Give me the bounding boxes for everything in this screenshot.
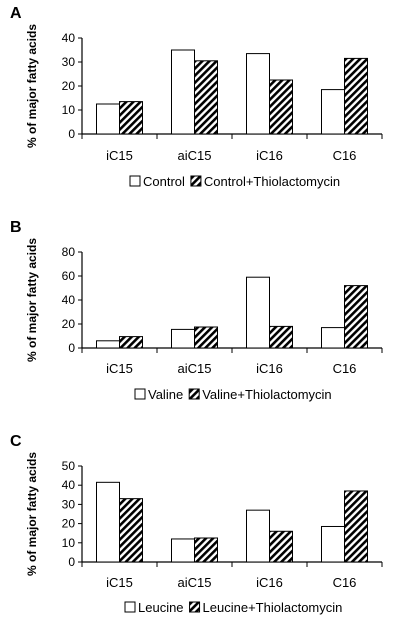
y-axis-label: % of major fatty acids	[25, 238, 39, 362]
bar-aic15-series-2	[194, 326, 218, 349]
bar-aic15-series-1	[171, 538, 195, 563]
chart-panel-c: C% of major fatty acids 0 10 20 30 40 50 iC15 ai…	[10, 433, 383, 615]
legend-label: Control+Thiolactomycin	[204, 174, 340, 189]
y-axis-label: % of major fatty acids	[25, 452, 39, 576]
panel-letter: A	[10, 5, 22, 22]
chart-panel-a: A% of major fatty acids 0 10 20 30 40 iC15 aiC1…	[10, 5, 383, 189]
bar-ic15-series-1	[96, 481, 120, 563]
legend-swatch	[129, 175, 141, 187]
bar-c16-series-1	[321, 525, 345, 563]
bar-ic16-series-1	[246, 276, 270, 349]
legend-label: Leucine+Thiolactomycin	[203, 600, 343, 615]
y-tick-label: 10	[62, 536, 76, 550]
y-tick-label: 60	[62, 269, 76, 283]
bar-ic16-series-2	[269, 79, 293, 135]
legend-swatch	[189, 601, 201, 613]
x-category-label: iC15	[106, 361, 133, 376]
y-tick-label: 50	[62, 459, 76, 473]
bar-c16-series-2	[344, 490, 368, 563]
bar-ic15-series-2	[119, 101, 143, 135]
x-category-label: iC15	[106, 575, 133, 590]
bar-c16-series-1	[321, 327, 345, 349]
bar-ic15-series-1	[96, 103, 120, 135]
y-tick-label: 10	[62, 103, 76, 117]
panel-letter: C	[10, 433, 22, 450]
bar-c16-series-2	[344, 285, 368, 349]
y-tick-label: 40	[62, 293, 76, 307]
x-category-label: iC16	[256, 361, 283, 376]
x-category-label: iC16	[256, 575, 283, 590]
bar-ic15-series-2	[119, 336, 143, 349]
y-tick-label: 0	[68, 341, 75, 355]
y-tick-label: 0	[68, 555, 75, 569]
bar-aic15-series-1	[171, 328, 195, 349]
y-tick-label: 20	[62, 517, 76, 531]
legend-label: Valine+Thiolactomycin	[202, 387, 331, 402]
bar-aic15-series-1	[171, 49, 195, 135]
x-category-label: C16	[333, 148, 357, 163]
legend-label: Valine	[148, 387, 183, 402]
bar-ic16-series-2	[269, 325, 293, 349]
x-category-label: aiC15	[178, 148, 212, 163]
y-tick-label: 20	[62, 317, 76, 331]
y-axis-label: % of major fatty acids	[25, 24, 39, 148]
x-category-label: iC15	[106, 148, 133, 163]
legend-swatch	[190, 175, 202, 187]
y-tick-label: 0	[68, 127, 75, 141]
y-tick-label: 40	[62, 478, 76, 492]
legend-label: Control	[143, 174, 185, 189]
y-tick-label: 30	[62, 55, 76, 69]
bar-aic15-series-2	[194, 60, 218, 135]
y-tick-label: 80	[62, 245, 76, 259]
panel-letter: B	[10, 219, 22, 236]
bar-ic16-series-1	[246, 509, 270, 563]
legend-swatch	[188, 388, 200, 400]
bar-c16-series-1	[321, 89, 345, 135]
legend-label: Leucine	[138, 600, 184, 615]
x-category-label: aiC15	[178, 575, 212, 590]
bar-ic15-series-2	[119, 498, 143, 563]
chart-panel-b: B% of major fatty acids 0 20 40 60 80 iC15 aiC1…	[10, 219, 383, 402]
legend-swatch	[124, 601, 136, 613]
y-tick-label: 30	[62, 497, 76, 511]
y-tick-label: 40	[62, 31, 76, 45]
y-tick-label: 20	[62, 79, 76, 93]
bar-ic15-series-1	[96, 340, 120, 349]
x-category-label: iC16	[256, 148, 283, 163]
bar-aic15-series-2	[194, 537, 218, 563]
bar-ic16-series-2	[269, 530, 293, 563]
x-category-label: aiC15	[178, 361, 212, 376]
bar-ic16-series-1	[246, 53, 270, 135]
x-category-label: C16	[333, 575, 357, 590]
legend-swatch	[134, 388, 146, 400]
bar-c16-series-2	[344, 57, 368, 135]
x-category-label: C16	[333, 361, 357, 376]
